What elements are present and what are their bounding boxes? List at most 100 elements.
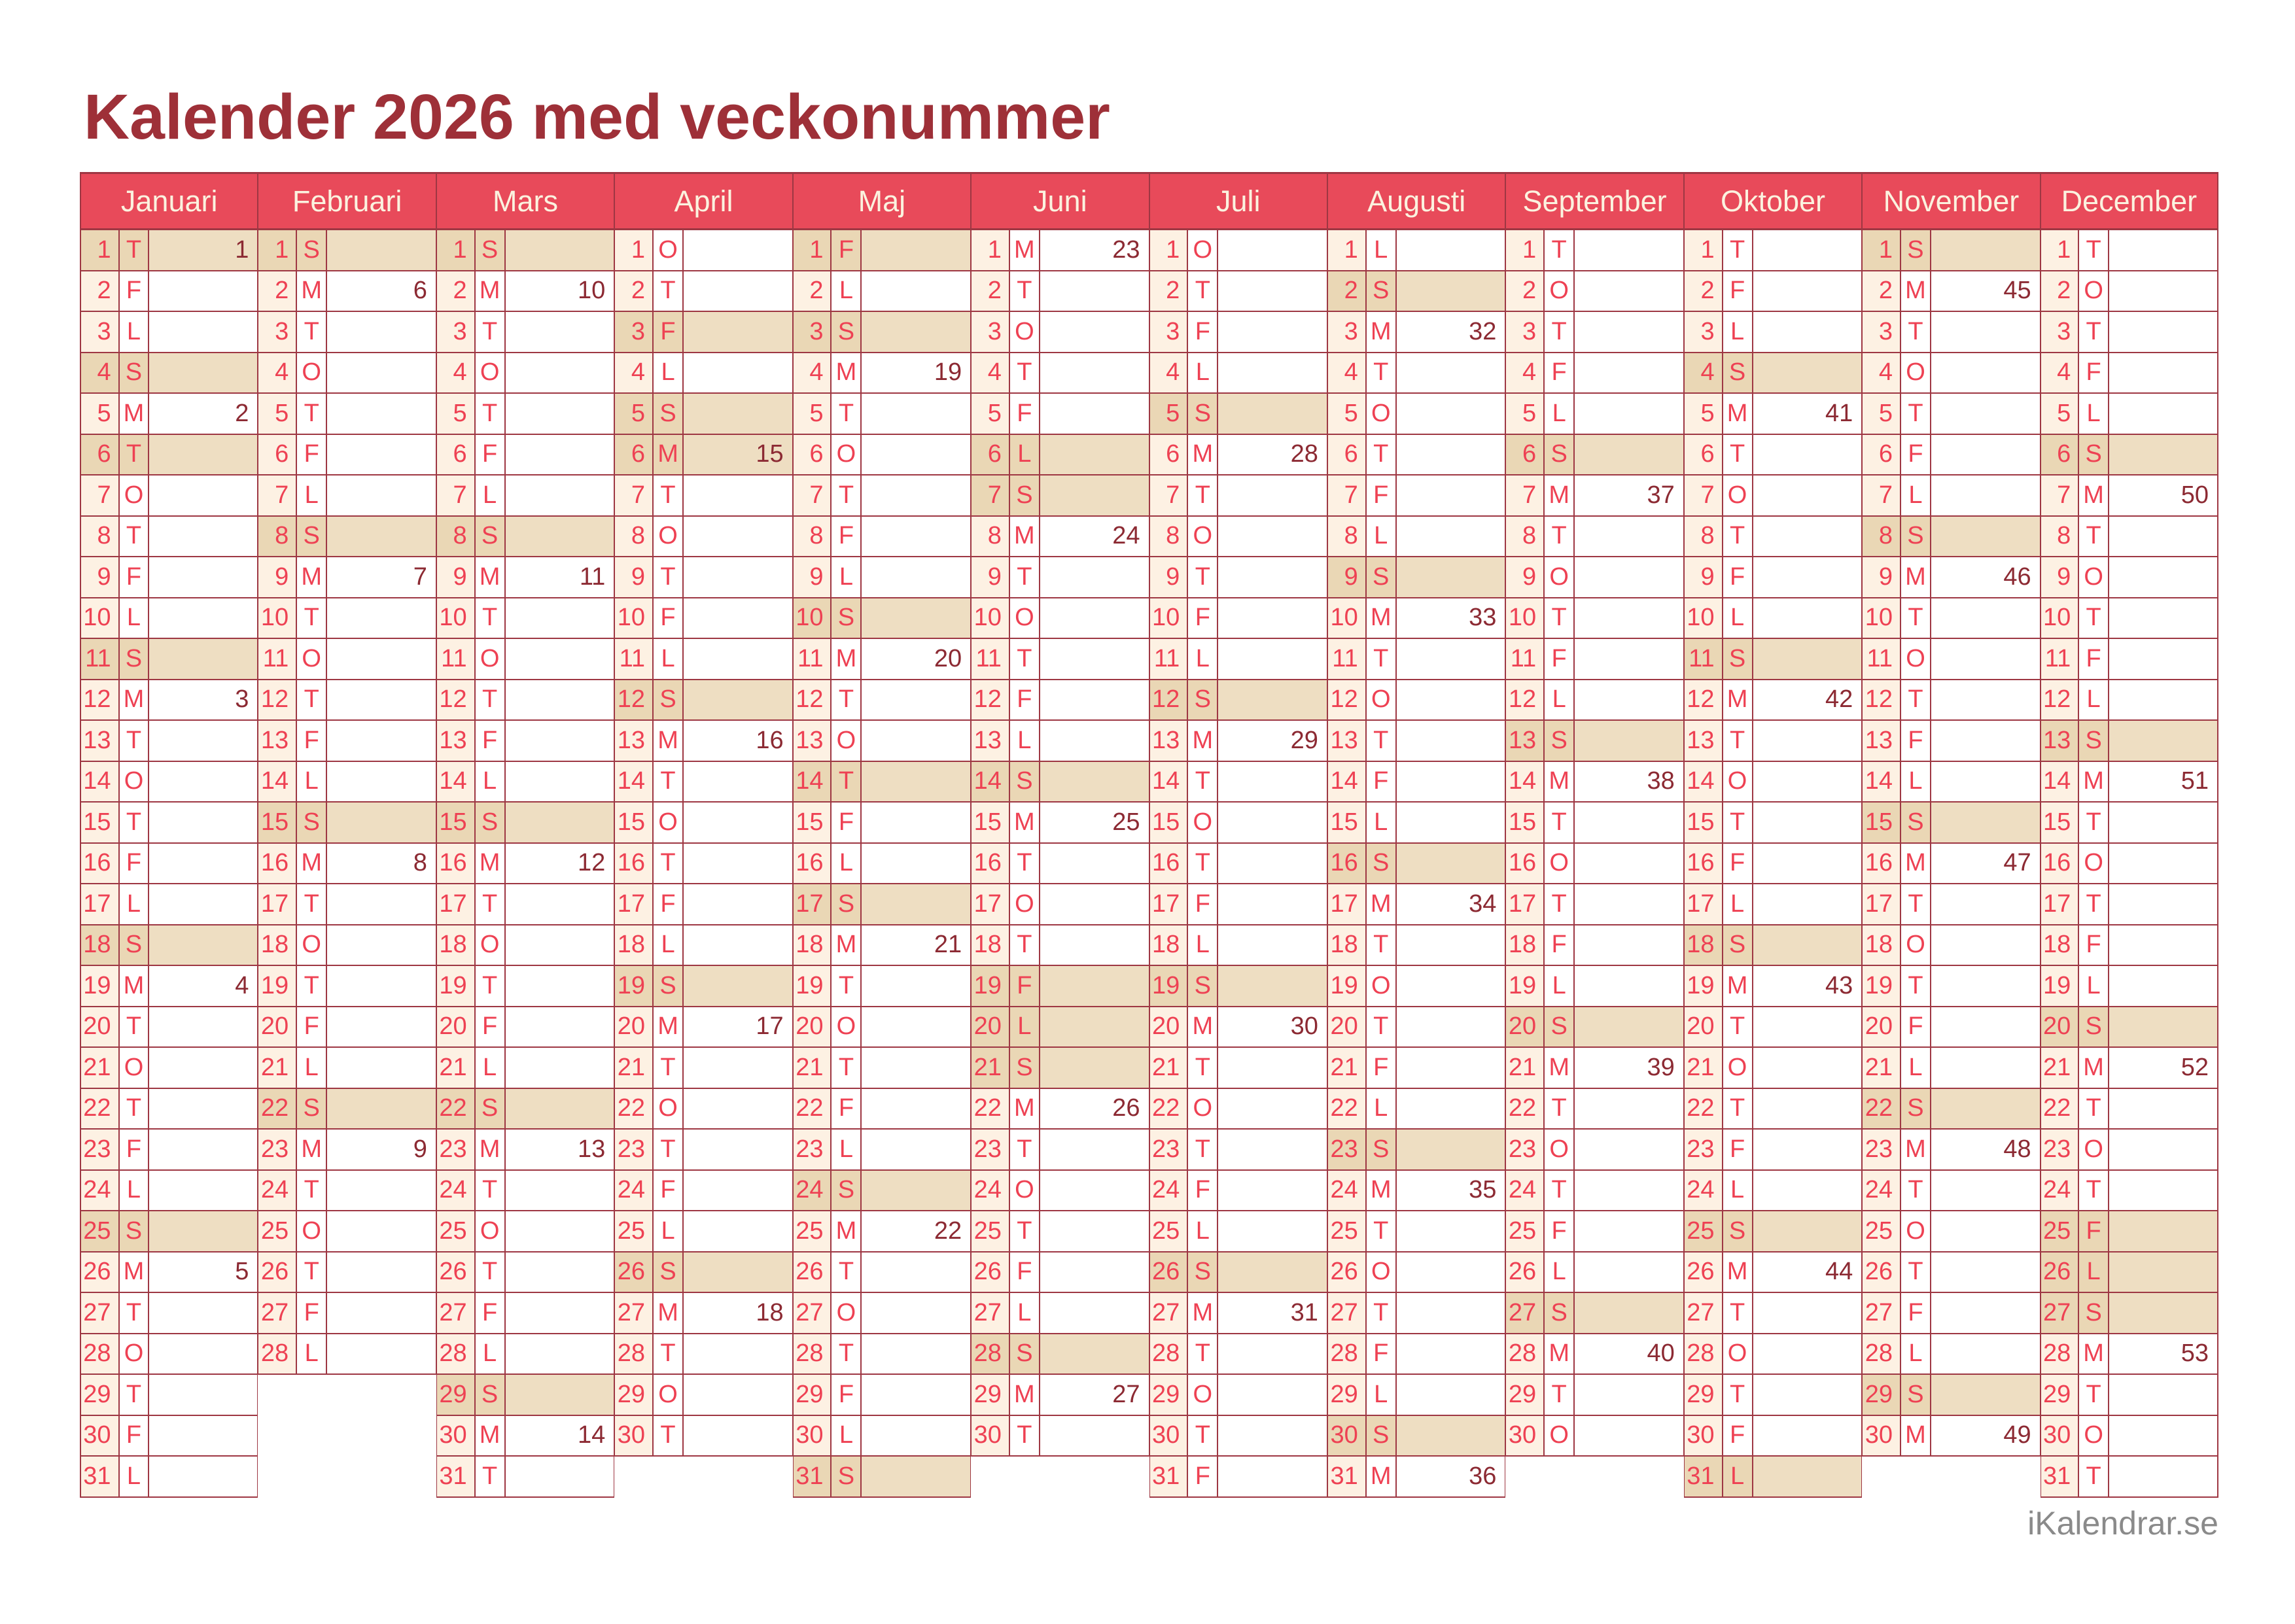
weekday-letter: M bbox=[474, 271, 504, 311]
week-number bbox=[1038, 721, 1149, 761]
weekday-letter: T bbox=[296, 598, 326, 638]
day-row: 21 L bbox=[1862, 1048, 2041, 1089]
day-number: 25 bbox=[793, 1211, 831, 1251]
day-row: 13 F bbox=[258, 721, 436, 762]
weekday-letter: T bbox=[474, 966, 504, 1006]
day-row: 14 L bbox=[436, 761, 615, 803]
day-number: 24 bbox=[81, 1170, 118, 1210]
week-number bbox=[1395, 1252, 1505, 1292]
weekday-letter: O bbox=[118, 761, 149, 801]
day-number: 3 bbox=[436, 312, 474, 352]
day-number: 19 bbox=[1149, 966, 1187, 1006]
day-row: 10 M 33 bbox=[1327, 598, 1506, 639]
week-number bbox=[1573, 721, 1683, 761]
weekday-letter: O bbox=[652, 230, 683, 270]
week-number bbox=[1929, 884, 2040, 924]
weekday-letter: L bbox=[474, 475, 504, 515]
week-number: 46 bbox=[1929, 557, 2040, 597]
week-number bbox=[1217, 680, 1327, 719]
day-number: 15 bbox=[615, 803, 653, 842]
day-row: 19 M 43 bbox=[1683, 966, 1863, 1007]
weekday-letter: L bbox=[1900, 1048, 1930, 1088]
weekday-letter: S bbox=[1008, 1048, 1039, 1088]
day-row: 15 M 25 bbox=[971, 803, 1149, 844]
day-number: 19 bbox=[2041, 966, 2078, 1006]
day-row: 27 O bbox=[792, 1293, 972, 1334]
day-row: 20 F bbox=[1862, 1007, 2041, 1048]
day-number: 9 bbox=[1149, 557, 1187, 597]
weekday-letter: L bbox=[1008, 434, 1039, 474]
weekday-letter: M bbox=[1721, 394, 1752, 434]
month-header-november: November bbox=[1862, 172, 2041, 230]
day-number: 27 bbox=[1327, 1293, 1365, 1333]
week-number bbox=[504, 1334, 614, 1373]
day-row: 21 T bbox=[614, 1048, 793, 1089]
weekday-letter: S bbox=[296, 803, 326, 842]
week-number bbox=[1217, 271, 1327, 311]
day-number: 6 bbox=[81, 434, 118, 474]
day-number: 14 bbox=[1506, 761, 1544, 801]
day-row: 11 O bbox=[1862, 639, 2041, 680]
day-number: 15 bbox=[258, 803, 296, 842]
day-number: 20 bbox=[1684, 1007, 1722, 1046]
day-number: 13 bbox=[81, 721, 118, 761]
day-number: 1 bbox=[258, 230, 296, 270]
week-number bbox=[1395, 966, 1505, 1006]
week-number bbox=[2108, 394, 2218, 434]
day-number: 20 bbox=[615, 1007, 653, 1046]
day-number: 16 bbox=[1506, 843, 1544, 883]
day-number: 1 bbox=[1506, 230, 1544, 270]
day-number: 18 bbox=[1506, 925, 1544, 965]
weekday-letter: T bbox=[1721, 1088, 1752, 1128]
day-row: 30 T bbox=[614, 1415, 793, 1457]
week-number bbox=[682, 1088, 792, 1128]
week-number bbox=[148, 434, 258, 474]
day-number: 3 bbox=[615, 312, 653, 352]
week-number bbox=[682, 1048, 792, 1088]
weekday-letter: T bbox=[118, 721, 149, 761]
week-number bbox=[1038, 639, 1149, 679]
day-row: 25 O bbox=[436, 1211, 615, 1253]
day-number: 20 bbox=[1149, 1007, 1187, 1046]
day-row: 30 F bbox=[1683, 1415, 1863, 1457]
day-row: 28 T bbox=[792, 1334, 972, 1375]
weekday-letter: F bbox=[1900, 434, 1930, 474]
day-number: 21 bbox=[81, 1048, 118, 1088]
weekday-letter: S bbox=[118, 1211, 149, 1251]
weekday-letter: L bbox=[1721, 312, 1752, 352]
day-number: 20 bbox=[258, 1007, 296, 1046]
day-number: 14 bbox=[258, 761, 296, 801]
weekday-letter: L bbox=[118, 312, 149, 352]
day-number: 2 bbox=[1327, 271, 1365, 311]
weekday-letter: S bbox=[1365, 557, 1395, 597]
week-number: 32 bbox=[1395, 312, 1505, 352]
day-number: 12 bbox=[436, 680, 474, 719]
day-number: 18 bbox=[2041, 925, 2078, 965]
day-row: 11 S bbox=[80, 639, 258, 680]
weekday-letter: T bbox=[830, 761, 861, 801]
month-header-september: September bbox=[1505, 172, 1684, 230]
day-number: 10 bbox=[1149, 598, 1187, 638]
day-number: 18 bbox=[81, 925, 118, 965]
weekday-letter: T bbox=[652, 475, 683, 515]
month-column-juli: Juli 1 O 2 T 3 F 4 L 5 S 6 M 28 7 T 8 O 9 T 10 F 11 L 12 S 13 M 29 14… bbox=[1149, 172, 1327, 1498]
day-row: 27 S bbox=[2040, 1293, 2219, 1334]
month-column-maj: Maj 1 F 2 L 3 S 4 M 19 5 T 6 O 7 T 8 F 9 L 10 S 11 M 20 12 T 13 O 14 T… bbox=[792, 172, 972, 1498]
week-number bbox=[2108, 843, 2218, 883]
day-row: 9 M 11 bbox=[436, 557, 615, 598]
day-number: 1 bbox=[1327, 230, 1365, 270]
day-number: 18 bbox=[615, 925, 653, 965]
week-number bbox=[326, 1088, 436, 1128]
day-number: 29 bbox=[972, 1375, 1009, 1415]
day-number: 2 bbox=[1149, 271, 1187, 311]
day-number: 22 bbox=[1506, 1088, 1544, 1128]
weekday-letter: O bbox=[118, 1334, 149, 1373]
day-number: 12 bbox=[1327, 680, 1365, 719]
weekday-letter: M bbox=[1900, 843, 1930, 883]
day-row: 11 F bbox=[1505, 639, 1684, 680]
